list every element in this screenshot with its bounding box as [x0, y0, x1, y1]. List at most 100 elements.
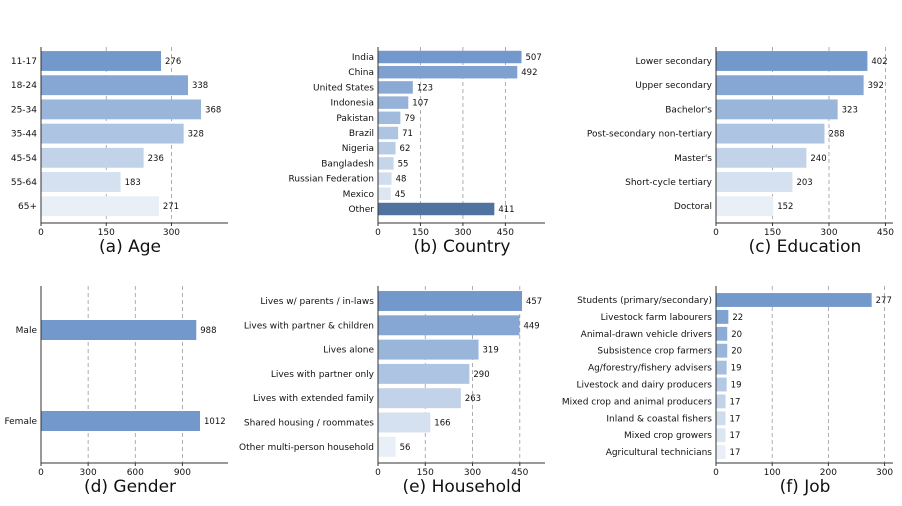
tick-label: 150 [764, 228, 781, 238]
bar [41, 99, 202, 120]
bar [378, 315, 520, 336]
tick-label: 450 [877, 228, 894, 238]
tick-label: 600 [127, 468, 144, 478]
bar-value-label: 271 [163, 202, 179, 212]
category-label: Brazil [349, 129, 374, 139]
bar [716, 196, 774, 217]
bar [378, 291, 522, 311]
bar-value-label: 71 [402, 129, 413, 139]
bar-value-label: 107 [412, 99, 428, 109]
bar-value-label: 203 [796, 178, 812, 188]
bar-value-label: 338 [192, 81, 208, 91]
bar-value-label: 55 [398, 159, 409, 169]
chart-title: (b) Country [414, 237, 511, 257]
bar-value-label: 20 [731, 347, 742, 357]
category-label: Other [348, 205, 374, 215]
bar-value-label: 79 [404, 114, 415, 124]
category-label: 55-64 [11, 178, 37, 188]
chart-title: (c) Education [749, 237, 862, 257]
category-label: India [352, 53, 374, 63]
bar [716, 293, 872, 307]
bar-value-label: 20 [731, 330, 742, 340]
category-label: Lives alone [323, 346, 374, 356]
bar-value-label: 56 [400, 443, 411, 453]
category-label: 65+ [18, 202, 37, 212]
bar-value-label: 19 [731, 364, 742, 374]
bar [378, 187, 391, 201]
bar [378, 363, 470, 384]
bar [41, 51, 162, 71]
chart-panel-3: 402 Lower secondary 392 Upper secondary 323 B… [587, 47, 894, 257]
bar [378, 111, 401, 125]
category-label: Inland & coastal fishers [606, 414, 712, 424]
tick-label: 200 [820, 468, 837, 478]
bar-value-label: 288 [828, 130, 844, 140]
bar-value-label: 319 [483, 346, 499, 356]
bar [378, 65, 518, 79]
bar [378, 412, 431, 433]
bar-value-label: 236 [148, 154, 164, 164]
category-label: Female [4, 417, 37, 427]
category-label: China [348, 68, 374, 78]
tick-label: 150 [412, 228, 429, 238]
bar-value-label: 290 [473, 370, 489, 380]
chart-title: (d) Gender [84, 477, 176, 497]
bar [378, 81, 413, 94]
bar-value-label: 240 [810, 154, 826, 164]
bar [378, 202, 495, 216]
bar [716, 394, 726, 409]
category-label: Animal-drawn vehicle drivers [581, 330, 713, 340]
chart-panel-2: 507 India 492 China 123 United States 107 Indon… [289, 47, 545, 257]
category-label: Lives with extended family [253, 394, 375, 404]
bar-value-label: 457 [526, 297, 542, 307]
bar [378, 339, 479, 360]
bar [41, 75, 188, 96]
bar-value-label: 277 [876, 296, 892, 306]
category-label: Lives with partner only [271, 370, 375, 380]
category-label: Master's [674, 154, 712, 164]
bar [716, 326, 728, 341]
bar [41, 196, 159, 217]
tick-label: 100 [764, 468, 781, 478]
tick-label: 0 [713, 228, 719, 238]
category-label: Doctoral [674, 202, 712, 212]
category-label: Bangladesh [321, 159, 374, 169]
chart-title: (a) Age [99, 237, 161, 257]
bar [378, 388, 461, 409]
category-label: 45-54 [11, 154, 37, 164]
tick-label: 300 [80, 468, 97, 478]
bar [378, 172, 392, 185]
bar-value-label: 17 [730, 448, 741, 458]
tick-label: 0 [375, 228, 381, 238]
category-label: Lower secondary [636, 57, 713, 67]
category-label: Short-cycle tertiary [625, 178, 713, 188]
tick-label: 300 [820, 228, 837, 238]
tick-label: 150 [98, 228, 115, 238]
bar [716, 309, 729, 324]
bar [716, 99, 838, 120]
category-label: Mixed crop and animal producers [562, 397, 712, 407]
category-label: Agricultural technicians [606, 448, 713, 458]
category-label: Livestock and dairy producers [576, 381, 712, 391]
tick-label: 450 [511, 468, 528, 478]
bar-value-label: 45 [395, 190, 406, 200]
category-label: Indonesia [330, 99, 374, 109]
bar-value-label: 62 [400, 144, 411, 154]
category-label: Ag/forestry/fishery advisers [588, 364, 712, 374]
bar [41, 172, 121, 192]
bar [716, 343, 728, 358]
bar [716, 75, 864, 96]
category-label: Other multi-person household [239, 443, 374, 453]
bar-value-label: 22 [732, 313, 743, 323]
category-label: Male [16, 326, 38, 336]
category-label: Bachelor's [665, 105, 712, 115]
bar [378, 436, 396, 457]
category-label: 25-34 [11, 105, 37, 115]
tick-label: 300 [464, 468, 481, 478]
bar [716, 411, 726, 426]
bar-value-label: 392 [868, 81, 884, 91]
category-label: 11-17 [11, 57, 37, 67]
category-label: Livestock farm labourers [601, 313, 713, 323]
chart-panel-1: 276 11-17 338 18-24 368 25-34 328 35-44 236 45-54… [11, 47, 228, 257]
